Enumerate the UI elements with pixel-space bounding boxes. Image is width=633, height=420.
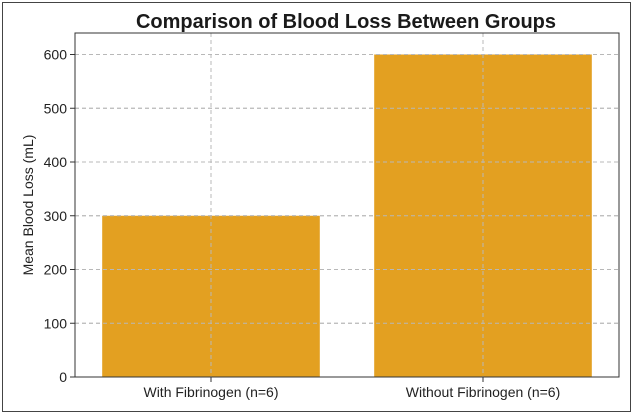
y-tick-label: 100 — [44, 315, 68, 331]
bars — [75, 33, 619, 377]
chart-title: Comparison of Blood Loss Between Groups — [136, 11, 556, 33]
y-tick-label: 200 — [44, 262, 68, 278]
y-tick-label: 600 — [44, 47, 68, 63]
figure-border — [2, 2, 631, 412]
y-axis-ticks: 0 100 200 300 400 500 600 — [44, 47, 75, 385]
x-tick-label: With Fibrinogen (n=6) — [143, 384, 278, 400]
x-tick-label: Without Fibrinogen (n=6) — [406, 384, 560, 400]
y-tick-label: 0 — [59, 369, 67, 385]
y-tick-label: 300 — [44, 208, 68, 224]
y-tick-label: 500 — [44, 100, 68, 116]
x-axis-ticks: With Fibrinogen (n=6) Without Fibrinogen … — [143, 377, 560, 400]
y-tick-label: 400 — [44, 154, 68, 170]
plot-area-frame — [74, 32, 620, 378]
y-axis-label: Mean Blood Loss (mL) — [20, 135, 36, 276]
